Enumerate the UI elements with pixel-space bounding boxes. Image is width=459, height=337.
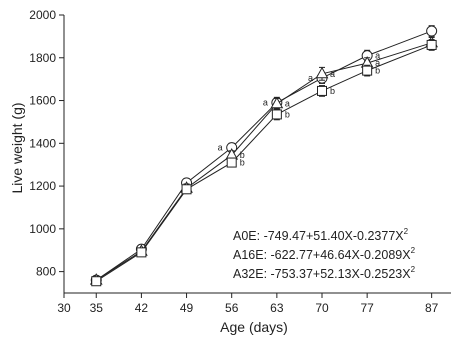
axes: 800 1000 1200 1400 1600 1800 2000 30 35 42 49 56 63 7… [29, 8, 451, 315]
significance-label: b [240, 158, 245, 168]
x-tick-label: 35 [90, 301, 104, 315]
significance-label: a [285, 99, 290, 109]
x-tick-label: 77 [360, 301, 374, 315]
equation-line: A16E: -622.77+46.64X-0.2089X2 [233, 246, 416, 262]
significance-label: b [240, 150, 245, 160]
y-axis-title: Live weight (g) [9, 102, 25, 193]
significance-label: b [375, 66, 380, 76]
data-point-square [136, 247, 147, 258]
x-tick-label: 49 [180, 301, 194, 315]
significance-label: b [330, 86, 335, 96]
data-point-triangle [270, 96, 284, 109]
series-a32e [91, 39, 437, 287]
y-tick-label: 1400 [29, 136, 56, 150]
data-point-square [271, 109, 282, 120]
series-line [95, 30, 432, 281]
series-line [95, 42, 432, 281]
equation-legend: A0E: -749.47+51.40X-0.2377X2 A16E: -622.7… [233, 227, 416, 281]
y-tick-label: 1800 [29, 51, 56, 65]
series-line [95, 44, 432, 282]
x-tick-label: 30 [57, 301, 71, 315]
x-tick-label: 87 [425, 301, 439, 315]
series-group [89, 25, 438, 287]
data-point-square [362, 65, 373, 76]
y-tick-label: 2000 [29, 8, 56, 22]
significance-label: a [375, 58, 380, 68]
significance-label: b [285, 109, 290, 119]
x-axis-title: Age (days) [220, 319, 288, 335]
significance-label: a [218, 143, 223, 153]
data-point-square [91, 276, 102, 287]
data-point-triangle [315, 66, 329, 79]
x-tick-label: 56 [225, 301, 239, 315]
equation-line: A0E: -749.47+51.40X-0.2377X2 [233, 227, 409, 243]
significance-label: a [375, 51, 380, 61]
significance-label: a [330, 69, 335, 79]
y-tick-label: 800 [36, 265, 56, 279]
y-tick-label: 1000 [29, 222, 56, 236]
significance-label: a [263, 98, 268, 108]
data-point-square [226, 157, 237, 168]
y-tick-label: 1600 [29, 94, 56, 108]
x-tick-label: 70 [315, 301, 329, 315]
x-tick-label: 63 [270, 301, 284, 315]
series-a0e [90, 25, 438, 286]
y-tick-label: 1200 [29, 179, 56, 193]
data-point-square [426, 39, 437, 50]
x-tick-label: 42 [135, 301, 149, 315]
data-point-square [181, 184, 192, 195]
significance-label: a [308, 73, 313, 83]
data-point-square [317, 85, 327, 96]
equation-line: A32E: -753.37+52.13X-0.2523X2 [233, 265, 416, 281]
data-point-circle [426, 25, 438, 37]
